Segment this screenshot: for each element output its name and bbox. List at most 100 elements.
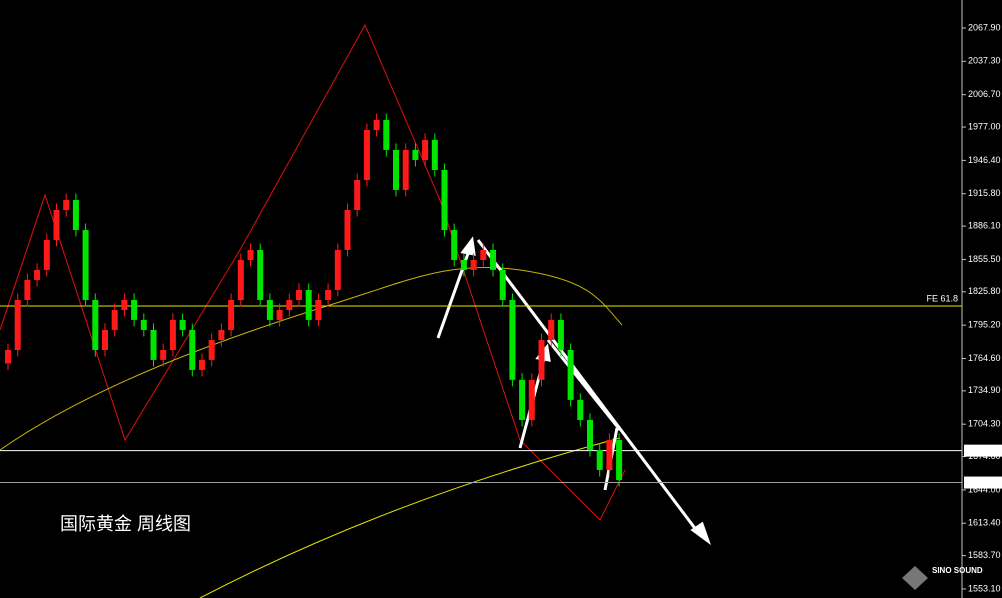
y-tick-label: 1553.10 [968,583,1001,593]
candle-body [208,339,215,360]
candle-body [102,329,108,350]
candle-body [344,209,351,250]
candle-body [237,259,244,300]
candle-body [538,339,545,380]
candle-body [63,199,70,210]
y-tick-label: 1613.40 [968,518,1001,528]
logo: SINO SOUND [902,566,983,590]
candle-body [228,299,235,330]
y-tick-label: 1704.30 [968,419,1001,429]
y-tick-label: 1644.00 [968,484,1001,494]
candle-body [596,449,603,470]
candle-body [43,239,50,270]
candle-body [82,230,89,300]
candle-body [557,319,564,350]
candle-body [131,299,138,320]
candle-body [247,249,254,260]
y-tick-label: 1795.20 [968,320,1001,330]
candle-body [140,319,147,330]
candle-body [383,119,390,150]
y-tick-label: 2067.90 [968,22,1001,32]
candle-body [257,249,264,300]
price-label: 1650.75 [966,477,999,487]
candle-body [470,259,477,270]
candle-body [160,349,167,360]
candle-body [111,310,118,330]
candle-body [189,329,196,370]
candle-body [587,419,593,450]
logo-icon [902,566,928,590]
candle-body [577,399,584,420]
candle-body [402,149,409,190]
candle-body [266,299,273,320]
candle-body [393,149,399,190]
candle-body [412,149,419,160]
y-tick-label: 1764.60 [968,353,1001,363]
candle-body [460,259,467,270]
candle-body [276,310,283,320]
candle-body [567,349,574,400]
candle-body [334,249,341,290]
price-label: 1680.03 [966,445,999,455]
y-tick-label: 2037.30 [968,56,1001,66]
candle-body [53,209,60,240]
candle-body [354,180,361,210]
trend-lines [0,23,712,598]
candle-body [5,349,11,364]
chart-title: 国际黄金 周线图 [60,514,191,534]
candle-body [325,289,332,300]
ma-line [0,266,623,451]
y-tick-label: 1946.40 [968,155,1001,165]
arrow [546,339,622,431]
candle-body [480,249,487,260]
candle-body [150,329,157,360]
candle-body [422,139,429,160]
candle-body [519,379,526,420]
candle-body [296,289,302,300]
candle-body [218,329,225,340]
y-tick-label: 1825.80 [968,286,1001,296]
candle-body [92,299,99,350]
plot [0,113,962,487]
y-tick-label: 1977.00 [968,121,1001,131]
candle-body [179,319,186,330]
y-tick-label: 1915.80 [968,188,1001,198]
candle-body [72,199,79,231]
candle-body [315,299,322,320]
arrow-head [690,521,712,546]
candle-body [121,299,128,311]
candle-body [548,319,555,340]
candle-body [305,289,312,320]
arrow [476,239,702,536]
price-box [964,444,1002,457]
fe-label: FE 61.8 [926,293,958,303]
candle-body [199,359,205,370]
candle-body [34,269,41,280]
y-tick-label: 1886.10 [968,220,1001,230]
logo-text: SINO SOUND [932,566,983,575]
candle-body [606,440,613,470]
price-box [964,476,1002,489]
candle-body [509,299,516,380]
candle-body [14,299,21,350]
candle-body [286,299,293,311]
zigzag [0,23,626,521]
y-tick-label: 1855.50 [968,254,1001,264]
candle-body [363,129,370,181]
candle-body [616,440,623,480]
candle-body [490,249,496,270]
ma-line [199,437,621,598]
y-tick-label: 2006.70 [968,89,1001,99]
y-tick-label: 1583.70 [968,550,1001,560]
arrow-head [460,236,476,256]
candle-body [24,279,31,300]
candle-body [169,319,176,350]
candle-body [441,169,448,231]
candle-body [499,269,506,300]
candle-body [528,379,535,420]
candle-body [431,139,438,170]
candle-body [451,230,458,260]
candle-body [373,119,380,130]
y-tick-label: 1734.90 [968,385,1001,395]
